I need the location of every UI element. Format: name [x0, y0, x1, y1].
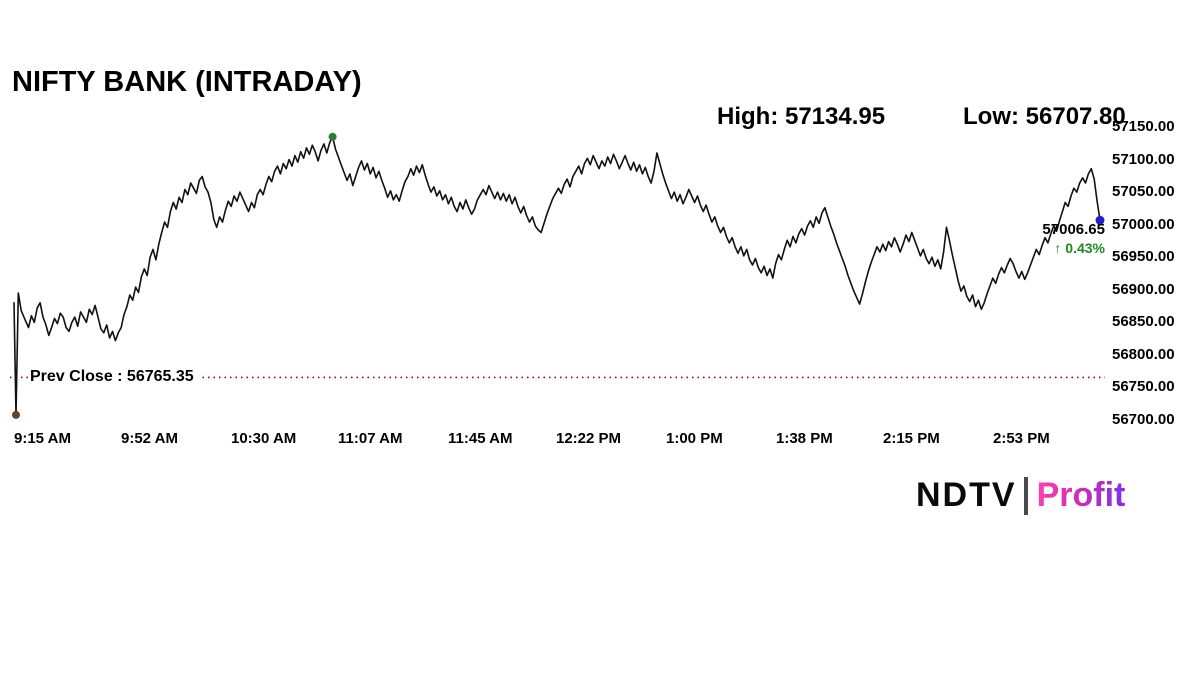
- ndtv-profit-logo: NDTV Profit: [916, 476, 1125, 515]
- chart-title: NIFTY BANK (INTRADAY): [12, 66, 362, 98]
- y-axis-label: 56750.00: [1112, 378, 1175, 395]
- y-axis-label: 56950.00: [1112, 248, 1175, 265]
- x-axis-label: 11:45 AM: [448, 430, 513, 447]
- y-axis-label: 56700.00: [1112, 411, 1175, 428]
- x-axis-label: 10:30 AM: [231, 430, 297, 447]
- price-line: [13, 136, 1101, 416]
- last-price-label: 57006.65: [1042, 221, 1105, 238]
- x-axis-label: 1:38 PM: [776, 430, 833, 447]
- open-low-dot: [12, 410, 20, 419]
- x-axis-label: 2:53 PM: [993, 430, 1050, 447]
- x-axis-label: 12:22 PM: [556, 430, 622, 447]
- x-axis-label: 9:52 AM: [121, 430, 178, 447]
- logo-divider: [1023, 476, 1028, 515]
- x-axis-label: 9:15 AM: [14, 430, 71, 447]
- y-axis-label: 57000.00: [1112, 216, 1175, 233]
- y-axis-label: 57050.00: [1112, 183, 1175, 200]
- x-axis-label: 1:00 PM: [666, 430, 723, 447]
- y-axis-label: 56900.00: [1112, 281, 1175, 298]
- low-value-text: Low: 56707.80: [963, 103, 1126, 130]
- y-axis-label: 56800.00: [1112, 346, 1175, 363]
- x-axis-label: 2:15 PM: [883, 430, 940, 447]
- high-value-text: High: 57134.95: [717, 103, 886, 130]
- y-axis-label: 57100.00: [1112, 151, 1175, 168]
- ndtv-wordmark: NDTV: [916, 476, 1017, 514]
- y-axis-label: 57150.00: [1112, 118, 1175, 135]
- profit-wordmark: Profit: [1036, 476, 1126, 514]
- marker-dots: [12, 132, 1105, 419]
- last-dot: [1095, 215, 1105, 225]
- x-axis-label: 11:07 AM: [338, 430, 403, 447]
- change-percent-label: ↑ 0.43%: [1054, 240, 1105, 256]
- prev-close-label: Prev Close : 56765.35: [30, 368, 200, 386]
- high-dot: [328, 132, 337, 141]
- y-axis-label: 56850.00: [1112, 313, 1175, 330]
